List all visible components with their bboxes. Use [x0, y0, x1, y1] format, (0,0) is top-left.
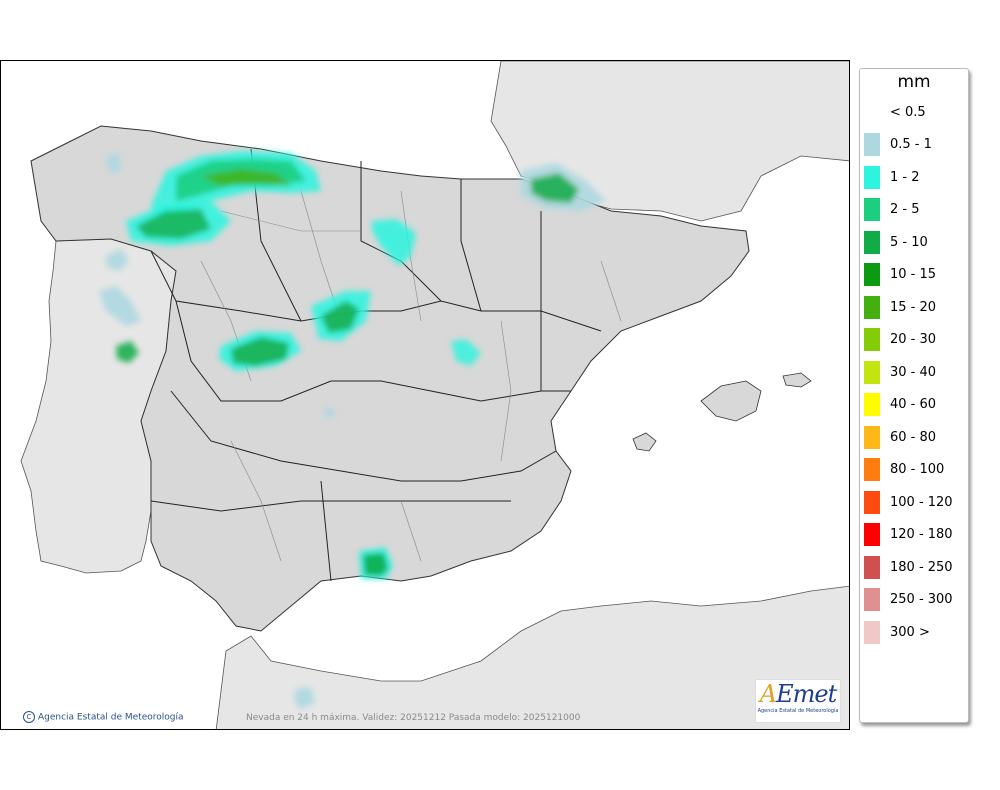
legend-label: 100 - 120: [890, 494, 953, 510]
legend-item: 80 - 100: [864, 454, 944, 486]
legend-swatch: [864, 360, 880, 384]
logo-subtitle: Agencia Estatal de Meteorología: [757, 708, 839, 714]
snow-patch-guadarrama-core: [321, 301, 359, 333]
aemet-logo: AEmet Agencia Estatal de Meteorología: [755, 679, 841, 723]
legend-item: < 0.5: [864, 96, 926, 128]
legend-label: 5 - 10: [890, 234, 928, 250]
legend: mm < 0.5 0.5 - 1 1 - 2 2 - 5 5 - 10 10 - 15 15…: [859, 68, 969, 723]
snowfall-layer: [99, 151, 606, 709]
legend-item: 30 - 40: [864, 356, 936, 388]
legend-item: 40 - 60: [864, 389, 936, 421]
legend-item: 60 - 80: [864, 421, 936, 453]
legend-swatch: [864, 523, 880, 546]
legend-item: 100 - 120: [864, 486, 953, 518]
legend-swatch: [864, 295, 880, 319]
legend-item: 1 - 2: [864, 161, 920, 193]
legend-label: 2 - 5: [890, 202, 920, 217]
legend-label: 60 - 80: [890, 429, 937, 445]
snow-patch-nevada-core: [363, 553, 388, 576]
legend-label: 1 - 2: [890, 169, 920, 185]
legend-label: 300 >: [890, 624, 930, 640]
legend-item: 5 - 10: [864, 226, 928, 258]
legend-label: < 0.5: [890, 104, 926, 120]
legend-label: 40 - 60: [890, 397, 937, 412]
legend-swatch: [864, 458, 880, 481]
copyright-icon: C: [23, 711, 35, 723]
legend-item: 0.5 - 1: [864, 129, 932, 161]
mallorca-island: [700, 380, 762, 422]
legend-swatch: [864, 165, 880, 189]
legend-swatch: [864, 101, 880, 124]
snowfall-map: C Agencia Estatal de Meteorología Nevada …: [0, 60, 850, 730]
snow-patch-estrela: [116, 341, 139, 363]
logo-wordmark: AEmet: [759, 680, 837, 708]
validity-text: Nevada en 24 h máxima. Validez: 20251212…: [246, 713, 581, 723]
legend-swatch: [864, 393, 880, 416]
snow-patch-madrid: [323, 407, 336, 419]
snow-patch-pyrenees-core: [531, 173, 579, 203]
legend-label: 180 - 250: [890, 559, 953, 575]
legend-label: 80 - 100: [890, 462, 945, 477]
legend-item: 2 - 5: [864, 194, 920, 226]
legend-item: 10 - 15: [864, 259, 936, 291]
legend-swatch: [864, 588, 880, 611]
legend-swatch: [864, 230, 880, 254]
legend-swatch: [864, 490, 880, 514]
legend-label: 20 - 30: [890, 332, 937, 347]
snow-patch-gredos-core: [231, 337, 289, 366]
snow-patch-cantabrica-max: [201, 169, 291, 186]
spain-land: [30, 125, 750, 632]
legend-label: 0.5 - 1: [890, 137, 932, 152]
snow-patch-cuenca: [451, 339, 481, 366]
legend-swatch: [864, 620, 880, 644]
legend-item: 250 - 300: [864, 584, 953, 616]
snow-patch-iberico: [371, 219, 416, 266]
legend-swatch: [864, 425, 880, 449]
legend-swatch: [864, 198, 880, 221]
legend-item: 20 - 30: [864, 324, 936, 356]
menorca-island: [782, 372, 812, 388]
legend-swatch: [864, 263, 880, 286]
legend-item: 180 - 250: [864, 551, 953, 583]
legend-label: 120 - 180: [890, 527, 953, 542]
legend-item: 15 - 20: [864, 291, 936, 323]
credit-text: Agencia Estatal de Meteorología: [38, 712, 184, 723]
region-borders: [150, 148, 602, 582]
snow-patch-portugal-north: [99, 286, 141, 326]
legend-item: 120 - 180: [864, 519, 953, 551]
legend-label: 30 - 40: [890, 364, 937, 380]
legend-swatch: [864, 555, 880, 579]
snow-patch-galicia-north: [106, 153, 121, 173]
legend-swatch: [864, 328, 880, 351]
snow-patch-morocco: [294, 687, 315, 709]
africa-land: [215, 585, 849, 729]
legend-label: 10 - 15: [890, 267, 937, 282]
map-canvas: [1, 61, 849, 729]
snow-patch-leon-core: [136, 209, 211, 239]
legend-item: 300 >: [864, 616, 930, 648]
legend-unit: mm: [897, 72, 931, 92]
legend-label: 15 - 20: [890, 299, 937, 315]
snow-patch-galicia: [106, 249, 129, 271]
legend-swatch: [864, 133, 880, 156]
legend-label: 250 - 300: [890, 592, 953, 607]
copyright-credit: C Agencia Estatal de Meteorología: [23, 711, 184, 723]
ibiza-island: [632, 432, 657, 452]
